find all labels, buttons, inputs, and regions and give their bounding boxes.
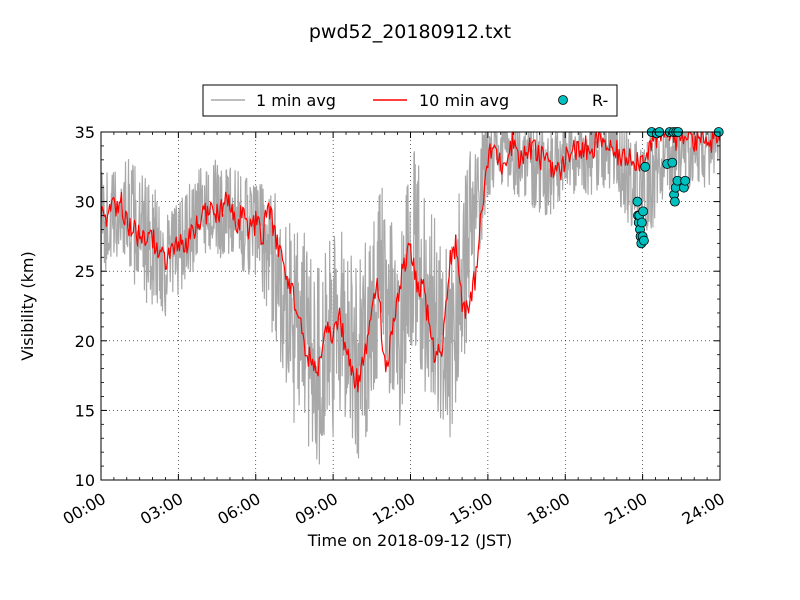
- series-group: [101, 132, 720, 465]
- r-minus-point: [680, 175, 691, 186]
- y-tick-label: 10: [75, 471, 95, 490]
- r-minus-point: [667, 157, 678, 168]
- data-layer: [101, 132, 720, 465]
- r-minus-point: [638, 206, 649, 217]
- y-tick-label: 25: [75, 262, 95, 281]
- legend-marker-r-minus: [558, 95, 568, 105]
- y-tick-label: 20: [75, 332, 95, 351]
- y-axis-title: Visibility (km): [18, 251, 37, 360]
- r-minus-point: [669, 196, 680, 207]
- legend-label-r-minus: R-: [592, 91, 608, 110]
- y-tick-label: 15: [75, 401, 95, 420]
- y-tick-label: 35: [75, 123, 95, 142]
- plot-area: 00:00 03:00 06:00 09:00 12:00 15:00 18:00 21:00…: [60, 123, 728, 529]
- r-minus-point: [636, 217, 647, 228]
- legend-label-10min: 10 min avg: [419, 91, 509, 110]
- r-minus-point: [632, 196, 643, 207]
- legend-box: [202, 84, 618, 117]
- legend-label-1min: 1 min avg: [256, 91, 336, 110]
- r-minus-point: [640, 161, 651, 172]
- series-line-1min-avg: [101, 132, 720, 465]
- y-tick-label: 30: [75, 193, 95, 212]
- series-line-10min-avg: [101, 132, 720, 393]
- r-minus-markers: [632, 127, 724, 249]
- chart-title: pwd52_20180912.txt: [309, 21, 511, 43]
- r-minus-point: [639, 235, 649, 246]
- x-axis-title: Time on 2018-09-12 (JST): [307, 531, 512, 550]
- legend: 1 min avg 10 min avg R-: [202, 84, 618, 117]
